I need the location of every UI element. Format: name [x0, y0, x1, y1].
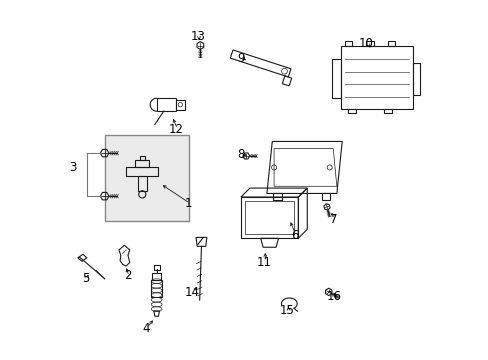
Bar [104, 135, 188, 221]
Text: 5: 5 [82, 272, 89, 285]
Text: 13: 13 [190, 30, 205, 43]
Text: 9: 9 [237, 51, 244, 64]
Text: 16: 16 [326, 290, 341, 303]
Text: 7: 7 [330, 213, 337, 226]
Text: 15: 15 [280, 305, 294, 318]
Text: 3: 3 [69, 161, 77, 174]
Text: 4: 4 [142, 322, 149, 335]
Text: 10: 10 [358, 37, 373, 50]
Text: 11: 11 [256, 256, 271, 269]
Text: 6: 6 [290, 229, 298, 242]
Text: 14: 14 [184, 287, 200, 300]
Text: 2: 2 [124, 269, 131, 282]
Text: 12: 12 [168, 123, 183, 136]
Text: 8: 8 [237, 148, 244, 161]
Text: 1: 1 [185, 197, 192, 210]
